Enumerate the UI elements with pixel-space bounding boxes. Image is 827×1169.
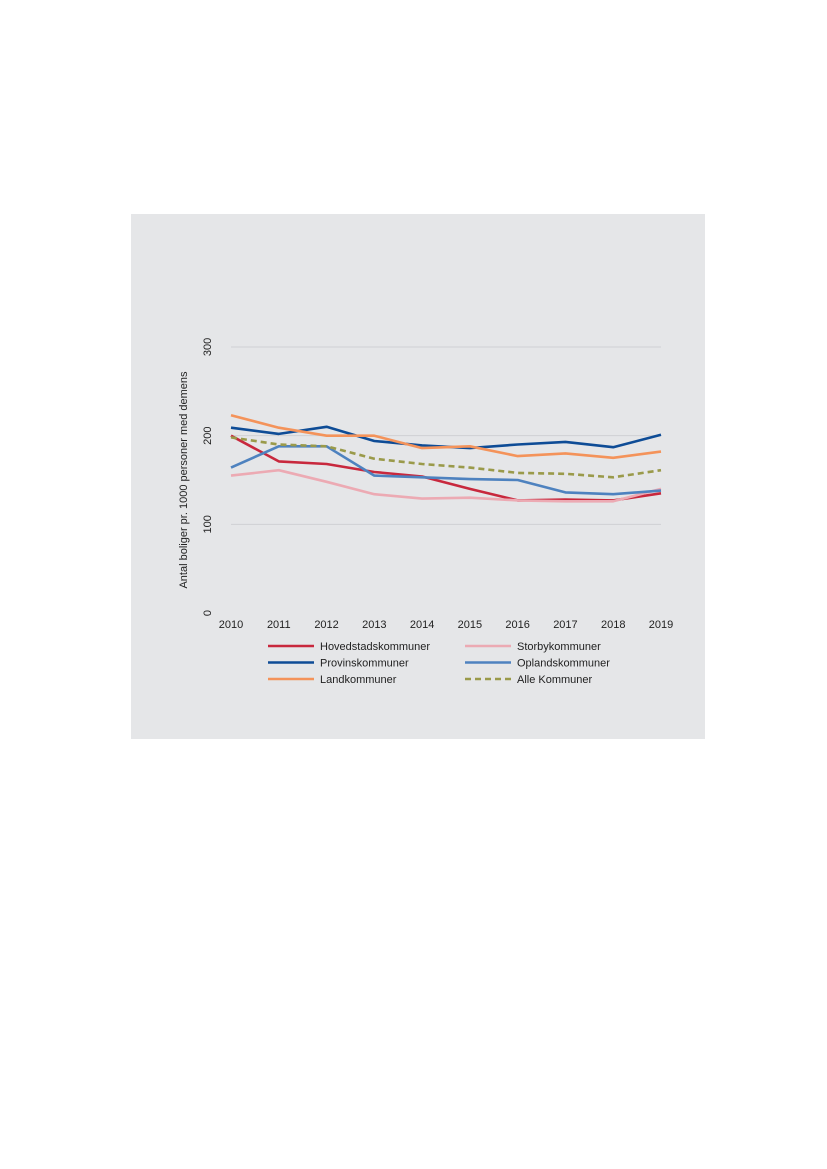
legend-label: Storbykommuner [517, 641, 601, 653]
legend-label: Alle Kommuner [517, 674, 593, 686]
x-tick-label: 2019 [649, 619, 673, 631]
legend-label: Oplandskommuner [517, 658, 610, 670]
legend-label: Landkommuner [320, 674, 397, 686]
x-tick-label: 2018 [601, 619, 625, 631]
y-tick-label: 200 [202, 426, 214, 444]
series-line-alle-kommuner [230, 436, 662, 479]
x-tick-label: 2017 [553, 619, 577, 631]
series-line-landkommuner [230, 414, 662, 460]
legend-label: Hovedstadskommuner [320, 641, 430, 653]
x-tick-label: 2013 [362, 619, 386, 631]
x-tick-label: 2015 [458, 619, 482, 631]
y-axis-title: Antal boliger pr. 1000 personer med deme… [178, 371, 190, 589]
x-tick-label: 2014 [410, 619, 434, 631]
series-lines [230, 414, 662, 503]
grid-lines [231, 346, 661, 525]
series-line-hovedstadskommuner [230, 434, 662, 502]
series-line-storbykommuner [230, 468, 662, 503]
x-tick-label: 2016 [505, 619, 529, 631]
chart-panel: 0 100 200 300 2010 2011 2012 2013 2014 2015 2016 2… [131, 214, 705, 739]
x-tick-label: 2012 [314, 619, 338, 631]
x-tick-label: 2010 [219, 619, 243, 631]
legend-label: Provinskommuner [320, 658, 409, 670]
y-tick-label: 0 [202, 610, 214, 616]
series-line-oplandskommuner [230, 445, 662, 496]
y-tick-labels: 0 100 200 300 [202, 338, 214, 616]
x-tick-label: 2011 [267, 619, 291, 631]
y-tick-label: 100 [202, 515, 214, 533]
x-tick-labels: 2010 2011 2012 2013 2014 2015 2016 2017 2018 2019 [219, 619, 673, 631]
legend: Hovedstadskommuner Storbykommuner Provinsk… [268, 641, 610, 686]
y-tick-label: 300 [202, 338, 214, 356]
